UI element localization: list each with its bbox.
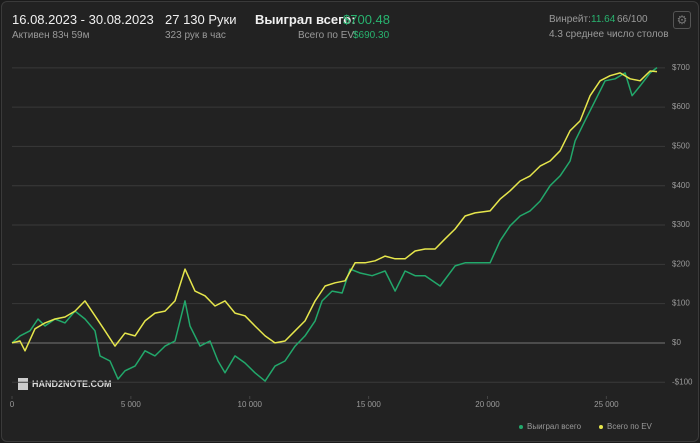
x-tick-label: 20 000 — [475, 400, 500, 409]
x-tick-label: 25 000 — [594, 400, 619, 409]
hands: 27 130 Руки — [165, 12, 237, 27]
legend-marker — [599, 425, 603, 429]
active-time: Активен 83ч 59м — [12, 30, 90, 41]
series-line — [11, 70, 658, 352]
x-tick-label: 10 000 — [238, 400, 263, 409]
legend-label: Выиграл всего — [527, 422, 582, 431]
y-tick-label: $200 — [672, 259, 690, 268]
y-tick-label: $600 — [672, 102, 690, 111]
ev-label: Всего по EV: — [298, 30, 357, 41]
date-range: 16.08.2023 - 30.08.2023 — [12, 12, 154, 27]
winrate-suffix: 66/100 — [617, 14, 648, 25]
x-tick-label: 0 — [10, 400, 15, 409]
legend-marker — [519, 425, 523, 429]
y-tick-label: $500 — [672, 142, 690, 151]
hands-per-hour: 323 рук в час — [165, 30, 226, 41]
series-line — [11, 67, 658, 382]
y-tick-label: $700 — [672, 63, 690, 72]
y-tick-label: $300 — [672, 220, 690, 229]
legend-label: Всего по EV — [607, 422, 653, 431]
won-value: $700.48 — [343, 12, 390, 27]
winrate-value: 11.64 — [591, 14, 616, 25]
tables: 4.3 среднее число столов — [549, 29, 669, 40]
winrate-label: Винрейт: — [549, 14, 591, 25]
won-label: Выиграл всего: — [255, 12, 356, 27]
settings-button[interactable]: ⚙ — [673, 11, 691, 29]
x-tick-label: 15 000 — [356, 400, 381, 409]
y-tick-label: -$100 — [672, 377, 693, 386]
logo: HAND2NOTE.COM — [32, 379, 112, 389]
x-tick-label: 5 000 — [121, 400, 142, 409]
y-tick-label: $0 — [672, 338, 681, 347]
ev-value: $690.30 — [353, 30, 390, 41]
logo-icon — [18, 378, 28, 390]
y-tick-label: $100 — [672, 299, 690, 308]
y-tick-label: $400 — [672, 181, 690, 190]
